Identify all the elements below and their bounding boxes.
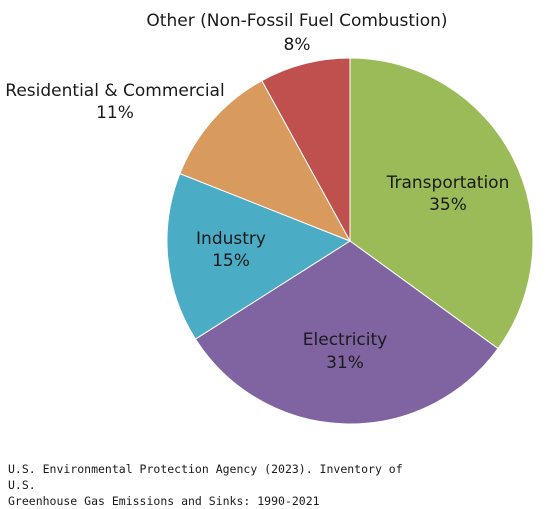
slice-label-transportation: Transportation (386, 173, 510, 193)
pie-slice-residential-commercial (179, 79, 352, 242)
pie-slice-electricity (194, 240, 499, 425)
pie-slice-transportation (349, 57, 534, 350)
source-citation: U.S. Environmental Protection Agency (20… (8, 461, 428, 509)
pie-slice-industry (166, 172, 352, 340)
slice-label-industry: Industry (196, 229, 266, 249)
source-line-2: Greenhouse Gas Emissions and Sinks: 1990… (8, 494, 320, 508)
slice-value-residential-commercial: 11% (96, 103, 134, 123)
pie-slice-other-non-fossil-fuel-combustion (261, 57, 351, 242)
pie-slices (166, 57, 534, 425)
slice-label-electricity: Electricity (303, 330, 387, 350)
slice-value-transportation: 35% (429, 195, 467, 215)
slice-label-other-non-fossil-fuel-combustion: Other (Non-Fossil Fuel Combustion) (146, 11, 447, 31)
slice-value-industry: 15% (212, 251, 250, 271)
slice-value-electricity: 31% (326, 353, 364, 373)
slice-value-other-non-fossil-fuel-combustion: 8% (284, 35, 311, 55)
slice-label-residential-commercial: Residential & Commercial (5, 81, 224, 101)
pie-labels: Transportation35%Electricity31%Industry1… (5, 11, 509, 373)
source-line-1: U.S. Environmental Protection Agency (20… (8, 462, 403, 492)
